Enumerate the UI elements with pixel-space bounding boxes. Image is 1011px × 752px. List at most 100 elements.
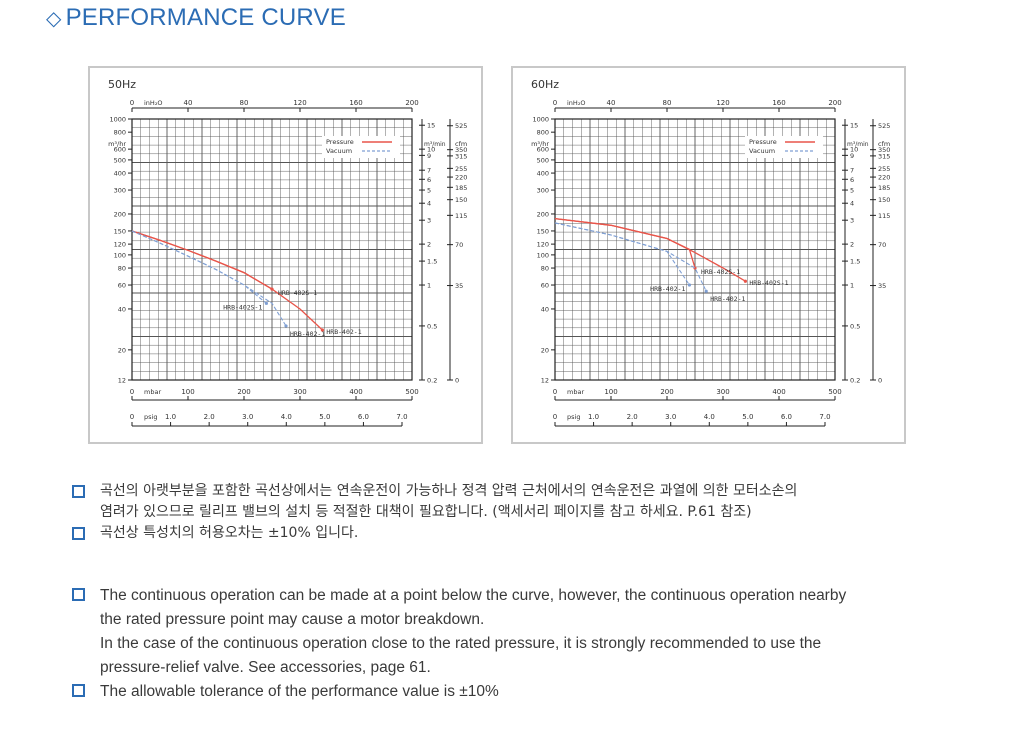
m3min-tick-label: 1.5 bbox=[427, 258, 437, 266]
psig-tick-label: 6.0 bbox=[358, 413, 369, 421]
inh2o-tick-label: 200 bbox=[828, 99, 841, 107]
mbar-tick-label: 400 bbox=[349, 388, 362, 396]
m3hr-tick-label: 12 bbox=[541, 377, 549, 385]
m3min-tick-label: 7 bbox=[427, 167, 431, 175]
note-kr-2: 곡선상 특성치의 허용오차는 ±10% 입니다. bbox=[70, 523, 980, 544]
m3hr-tick-label: 500 bbox=[537, 156, 549, 164]
bullet-square-icon bbox=[72, 588, 85, 601]
m3hr-tick-label: 600 bbox=[537, 146, 549, 154]
chart-title: 60Hz bbox=[531, 78, 559, 91]
chart-panel-50hz: 50Hz 0 40 80 120 160 200 inH₂O 0 100 200 300 400 500 m… bbox=[88, 66, 483, 444]
m3hr-unit-label: m³/hr bbox=[531, 140, 549, 148]
inh2o-tick-label: 120 bbox=[293, 99, 306, 107]
note-en-1: The continuous operation can be made at … bbox=[70, 584, 980, 680]
mbar-tick-label: 400 bbox=[772, 388, 785, 396]
legend-label-pressure: Pressure bbox=[749, 138, 777, 146]
psig-tick-label: 0 bbox=[130, 413, 134, 421]
chart-title: 50Hz bbox=[108, 78, 136, 91]
series-line-vacuum bbox=[554, 222, 707, 292]
mbar-tick-label: 200 bbox=[660, 388, 673, 396]
cfm-tick-label: 220 bbox=[878, 174, 890, 182]
m3hr-tick-label: 100 bbox=[537, 251, 549, 259]
m3hr-tick-label: 150 bbox=[537, 227, 549, 235]
m3hr-tick-label: 600 bbox=[114, 146, 126, 154]
psig-tick-label: 3.0 bbox=[242, 413, 253, 421]
m3min-tick-label: 2 bbox=[850, 241, 854, 249]
legend-label-vacuum: Vacuum bbox=[326, 147, 352, 155]
m3hr-tick-label: 60 bbox=[118, 282, 126, 290]
inh2o-unit-label: inH₂O bbox=[567, 99, 586, 107]
cfm-tick-label: 70 bbox=[455, 241, 463, 249]
m3hr-tick-label: 200 bbox=[537, 210, 549, 218]
m3hr-tick-label: 12 bbox=[118, 377, 126, 385]
m3min-tick-label: 5 bbox=[850, 187, 854, 195]
psig-tick-label: 7.0 bbox=[819, 413, 830, 421]
m3min-tick-label: 1 bbox=[850, 282, 854, 290]
m3min-tick-label: 15 bbox=[850, 122, 858, 130]
cfm-tick-label: 315 bbox=[455, 152, 467, 160]
inh2o-tick-label: 160 bbox=[349, 99, 362, 107]
m3hr-tick-label: 1000 bbox=[109, 116, 126, 124]
note-en-line: The continuous operation can be made at … bbox=[100, 587, 847, 604]
m3hr-tick-label: 40 bbox=[541, 305, 549, 313]
m3hr-unit-label: m³/hr bbox=[108, 140, 126, 148]
mbar-tick-label: 500 bbox=[828, 388, 841, 396]
curve-annotation: HRB-402-1 bbox=[290, 330, 325, 338]
plot-frame bbox=[131, 118, 413, 381]
note-en-line: In the case of the continuous operation … bbox=[100, 635, 822, 652]
series-line-pressure bbox=[131, 230, 273, 290]
series-end-point bbox=[320, 328, 324, 332]
page-title-text: PERFORMANCE CURVE bbox=[65, 4, 346, 31]
m3min-tick-label: 1.5 bbox=[850, 258, 860, 266]
bullet-square-icon bbox=[72, 527, 85, 540]
cfm-tick-label: 525 bbox=[455, 122, 467, 130]
note-kr-line: 염려가 있으므로 릴리프 밸브의 설치 등 적절한 대책이 필요합니다. (액세… bbox=[100, 504, 752, 520]
cfm-tick-label: 350 bbox=[455, 146, 467, 154]
m3min-tick-label: 0.5 bbox=[850, 322, 860, 330]
bullet-square-icon bbox=[72, 684, 85, 697]
m3hr-tick-label: 40 bbox=[118, 305, 126, 313]
m3hr-tick-label: 100 bbox=[114, 251, 126, 259]
inh2o-tick-label: 80 bbox=[663, 99, 672, 107]
inh2o-tick-label: 200 bbox=[405, 99, 418, 107]
cfm-tick-label: 35 bbox=[878, 282, 886, 290]
m3min-tick-label: 2 bbox=[427, 241, 431, 249]
note-kr-line: 곡선상 특성치의 허용오차는 ±10% 입니다. bbox=[100, 525, 359, 541]
m3hr-tick-label: 150 bbox=[114, 227, 126, 235]
m3min-tick-label: 1 bbox=[427, 282, 431, 290]
inh2o-tick-label: 0 bbox=[553, 99, 557, 107]
m3hr-tick-label: 500 bbox=[114, 156, 126, 164]
series-end-point bbox=[704, 289, 708, 293]
m3hr-tick-label: 80 bbox=[541, 265, 549, 273]
m3min-tick-label: 0.2 bbox=[427, 377, 437, 385]
cfm-tick-label: 0 bbox=[878, 377, 882, 385]
cfm-tick-label: 70 bbox=[878, 241, 886, 249]
series-line-pressure bbox=[554, 217, 696, 269]
series-end-point bbox=[264, 301, 268, 305]
m3min-tick-label: 5 bbox=[427, 187, 431, 195]
curve-annotation: HRB-402-1 bbox=[650, 285, 685, 293]
psig-tick-label: 0 bbox=[553, 413, 557, 421]
legend-label-vacuum: Vacuum bbox=[749, 147, 775, 155]
inh2o-tick-label: 40 bbox=[184, 99, 193, 107]
curve-annotation: HRB-402-1 bbox=[326, 328, 361, 336]
series-end-point bbox=[743, 279, 747, 283]
cfm-unit-label: cfm bbox=[455, 140, 467, 148]
cfm-unit-label: cfm bbox=[878, 140, 890, 148]
curve-annotation: HRB-402-1 bbox=[710, 295, 745, 303]
psig-tick-label: 7.0 bbox=[396, 413, 407, 421]
plot-frame bbox=[554, 118, 836, 381]
m3min-unit-label: m³/min bbox=[424, 141, 446, 148]
psig-tick-label: 1.0 bbox=[588, 413, 599, 421]
psig-tick-label: 5.0 bbox=[742, 413, 753, 421]
m3min-tick-label: 6 bbox=[427, 176, 431, 184]
psig-tick-label: 1.0 bbox=[165, 413, 176, 421]
m3hr-tick-label: 800 bbox=[537, 129, 549, 137]
bullet-square-icon bbox=[72, 485, 85, 498]
cfm-tick-label: 525 bbox=[878, 122, 890, 130]
mbar-tick-label: 0 bbox=[553, 388, 557, 396]
series-line-vacuum bbox=[131, 230, 287, 327]
notes: 곡선의 아랫부분을 포함한 곡선상에서는 연속운전이 가능하나 정격 압력 근처… bbox=[70, 481, 980, 704]
chart-panel-60hz: 60Hz 0 40 80 120 160 200 inH₂O 0 100 200 300 400 500 m… bbox=[511, 66, 906, 444]
